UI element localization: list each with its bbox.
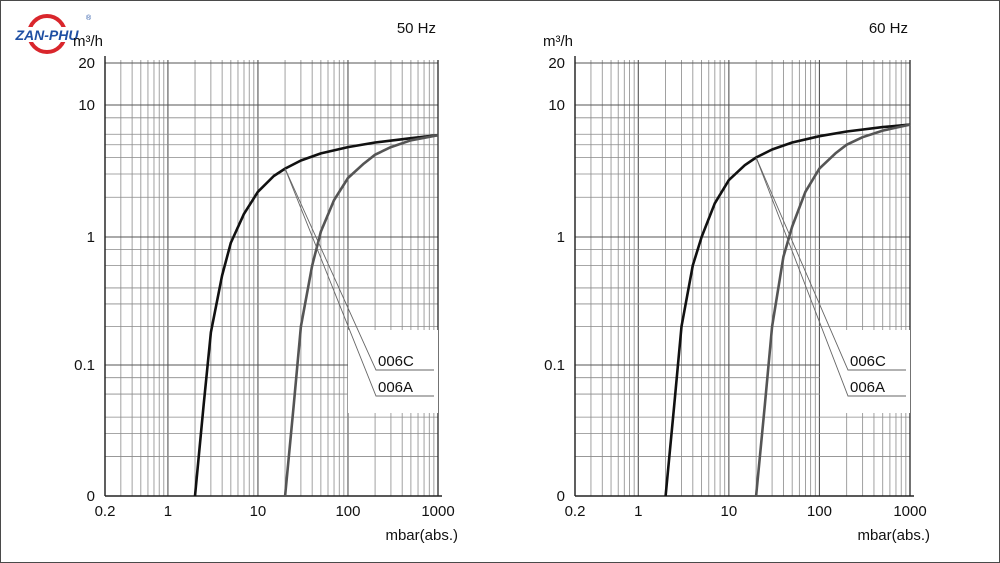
y-tick-label: 0.1 [544,357,565,374]
legend-leader-006A [284,168,434,397]
legend-label-006A: 006A [378,379,413,396]
logo-wordmark: ZAN-PHU [15,27,80,43]
x-tick-label: 1 [634,503,642,520]
legend-label-006C: 006C [378,353,414,370]
x-tick-label: 100 [807,503,832,520]
series-line-006A [283,133,439,497]
x-axis-unit: mbar(abs.) [385,527,458,544]
y-tick-label: 10 [548,97,565,114]
legend-box [348,330,438,413]
frequency-label: 50 Hz [397,20,436,37]
x-tick-label: 100 [335,503,360,520]
y-axis-unit: m³/h [543,33,573,50]
x-tick-label: 10 [721,503,738,520]
x-tick-label: 0.2 [95,503,116,520]
x-tick-label: 1000 [421,503,454,520]
legend-box [820,330,910,413]
x-tick-label: 1000 [893,503,926,520]
y-tick-label: 1 [557,229,565,246]
x-tick-label: 0.2 [565,503,586,520]
series-line-006C [193,133,439,497]
legend-label-006A: 006A [850,379,885,396]
series-line-006C [664,123,911,497]
y-tick-label: 0 [557,488,565,505]
y-axis-unit: m³/h [73,33,103,50]
series-line-006A [754,123,911,497]
x-axis-unit: mbar(abs.) [857,527,930,544]
registered-mark: ® [86,14,92,22]
x-tick-label: 10 [250,503,267,520]
legend-leader-006C [284,168,434,371]
x-tick-label: 1 [164,503,172,520]
y-tick-label: 0 [87,488,95,505]
y-tick-label: 0.1 [74,357,95,374]
zanphu-logo: ZAN-PHU ® [6,14,92,54]
chart-panel-1: 0.2 1 10 100 1000 0 0.1 1 10 20 m³/h mbar(abs.) 50 H… [73,20,458,544]
plot-area [575,60,910,496]
chart-panel-2: 0.2 1 10 100 1000 0 0.1 1 10 20 m³/h mbar(abs.) 60 H… [543,20,930,544]
y-tick-label: 10 [78,97,95,114]
legend-leader-006A [755,157,906,397]
frequency-label: 60 Hz [869,20,908,37]
plot-area [105,60,438,496]
y-tick-label: 20 [78,55,95,72]
y-tick-label: 20 [548,55,565,72]
legend-label-006C: 006C [850,353,886,370]
logo-band [6,27,88,42]
legend-leader-006C [755,157,906,371]
y-tick-label: 1 [87,229,95,246]
